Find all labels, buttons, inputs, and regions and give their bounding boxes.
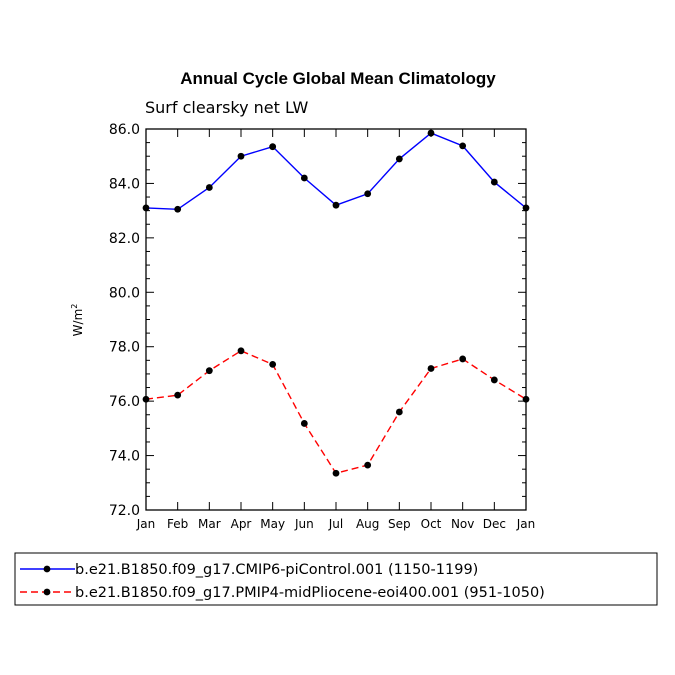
x-tick-label: Mar [198, 517, 221, 531]
data-point [459, 355, 467, 363]
data-point [205, 184, 213, 191]
y-tick-label: 84.0 [109, 176, 140, 192]
data-point [205, 367, 213, 375]
legend-marker [43, 588, 51, 596]
data-point [300, 420, 308, 427]
legend-label-1: b.e21.B1850.f09_g17.PMIP4-midPliocene-eo… [75, 585, 545, 601]
x-tick-label: Oct [421, 517, 442, 531]
x-tick-label: Sep [388, 517, 411, 531]
data-point [332, 201, 340, 209]
data-point [490, 376, 498, 384]
legend-marker [43, 565, 51, 573]
axis-ticks: 72.0 74.0 76.0 78.0 80.0 82.0 84.0 86.0 Jan Feb Ma… [109, 122, 535, 531]
y-tick-label: 76.0 [109, 394, 140, 410]
y-axis-label: W/m2 [70, 304, 85, 337]
data-point [269, 143, 277, 151]
legend-label-0: b.e21.B1850.f09_g17.CMIP6-piControl.001 … [75, 562, 478, 578]
x-tick-label: Jan [136, 517, 156, 531]
y-tick-label: 82.0 [109, 231, 140, 247]
plot-frame [145, 128, 527, 511]
y-tick-label: 80.0 [109, 285, 140, 301]
data-point [490, 178, 498, 186]
data-point [174, 205, 182, 213]
x-tick-label: May [260, 517, 285, 531]
x-tick-label: Dec [483, 517, 506, 531]
data-point [364, 461, 372, 469]
y-tick-label: 78.0 [109, 340, 140, 356]
data-point [174, 391, 182, 399]
series-line-1 [145, 350, 527, 475]
data-point [395, 155, 403, 163]
legend-box [14, 552, 658, 606]
series-lines [142, 129, 530, 477]
y-tick-label: 72.0 [109, 503, 140, 519]
x-tick-label: Jun [294, 517, 314, 531]
data-point [459, 142, 467, 150]
x-tick-label: Jul [328, 517, 343, 531]
x-tick-label: Aug [356, 517, 379, 531]
data-point [427, 129, 435, 137]
x-tick-label: Feb [167, 517, 188, 531]
series-line-0 [145, 132, 527, 210]
data-point [237, 152, 245, 160]
data-point [237, 347, 245, 355]
data-point [427, 365, 435, 372]
y-tick-label: 86.0 [109, 122, 140, 138]
data-point [300, 174, 308, 182]
data-point [395, 408, 403, 416]
data-point [269, 361, 277, 368]
data-point [364, 190, 372, 198]
data-point [332, 469, 340, 477]
chart-title: Annual Cycle Global Mean Climatology [180, 69, 496, 88]
legend: b.e21.B1850.f09_g17.CMIP6-piControl.001 … [14, 552, 658, 606]
chart-subtitle: Surf clearsky net LW [145, 98, 308, 117]
y-tick-label: 74.0 [109, 449, 140, 465]
x-tick-label: Nov [451, 517, 474, 531]
x-tick-label: Apr [231, 517, 252, 531]
x-tick-label: Jan [516, 517, 536, 531]
